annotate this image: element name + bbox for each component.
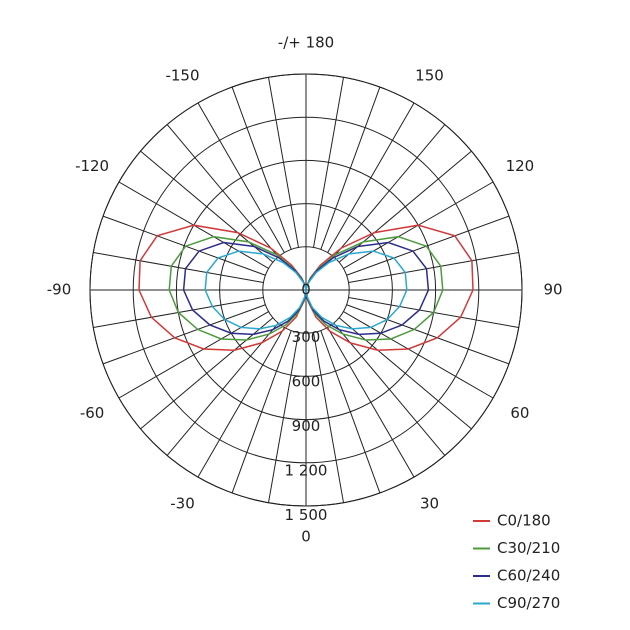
theta-tick-label: -/+ 180 [278, 34, 334, 52]
r-tick-label: 1 200 [285, 461, 328, 479]
theta-tick-label: -90 [47, 281, 72, 299]
theta-tick-label: 90 [543, 281, 562, 299]
theta-tick-label: -30 [170, 494, 195, 512]
legend-label: C90/270 [497, 594, 560, 612]
circle-grid-line [219, 203, 393, 377]
theta-tick-label: 150 [415, 67, 444, 85]
legend-label: C60/240 [497, 567, 560, 585]
theta-tick-label: 30 [420, 494, 439, 512]
series-line [204, 250, 408, 330]
r-tick-label: 900 [292, 417, 321, 435]
theta-tick-label: -150 [165, 67, 199, 85]
legend-label: C30/210 [497, 539, 560, 557]
theta-tick-label: -120 [75, 157, 109, 175]
theta-tick-label: 60 [510, 404, 529, 422]
r-tick-label: 0 [301, 281, 311, 299]
theta-tick-label: 0 [301, 528, 311, 546]
circle-grid-line [132, 116, 480, 464]
circle-grid-line [175, 159, 437, 421]
r-tick-label: 1 500 [285, 506, 328, 524]
outer-circle [89, 73, 523, 507]
theta-tick-label: 120 [506, 157, 535, 175]
circle-grid-line [262, 246, 350, 334]
r-tick-label: 600 [292, 372, 321, 390]
legend-label: C0/180 [497, 512, 551, 530]
theta-tick-label: -60 [80, 404, 105, 422]
r-tick-label: 300 [292, 328, 321, 346]
